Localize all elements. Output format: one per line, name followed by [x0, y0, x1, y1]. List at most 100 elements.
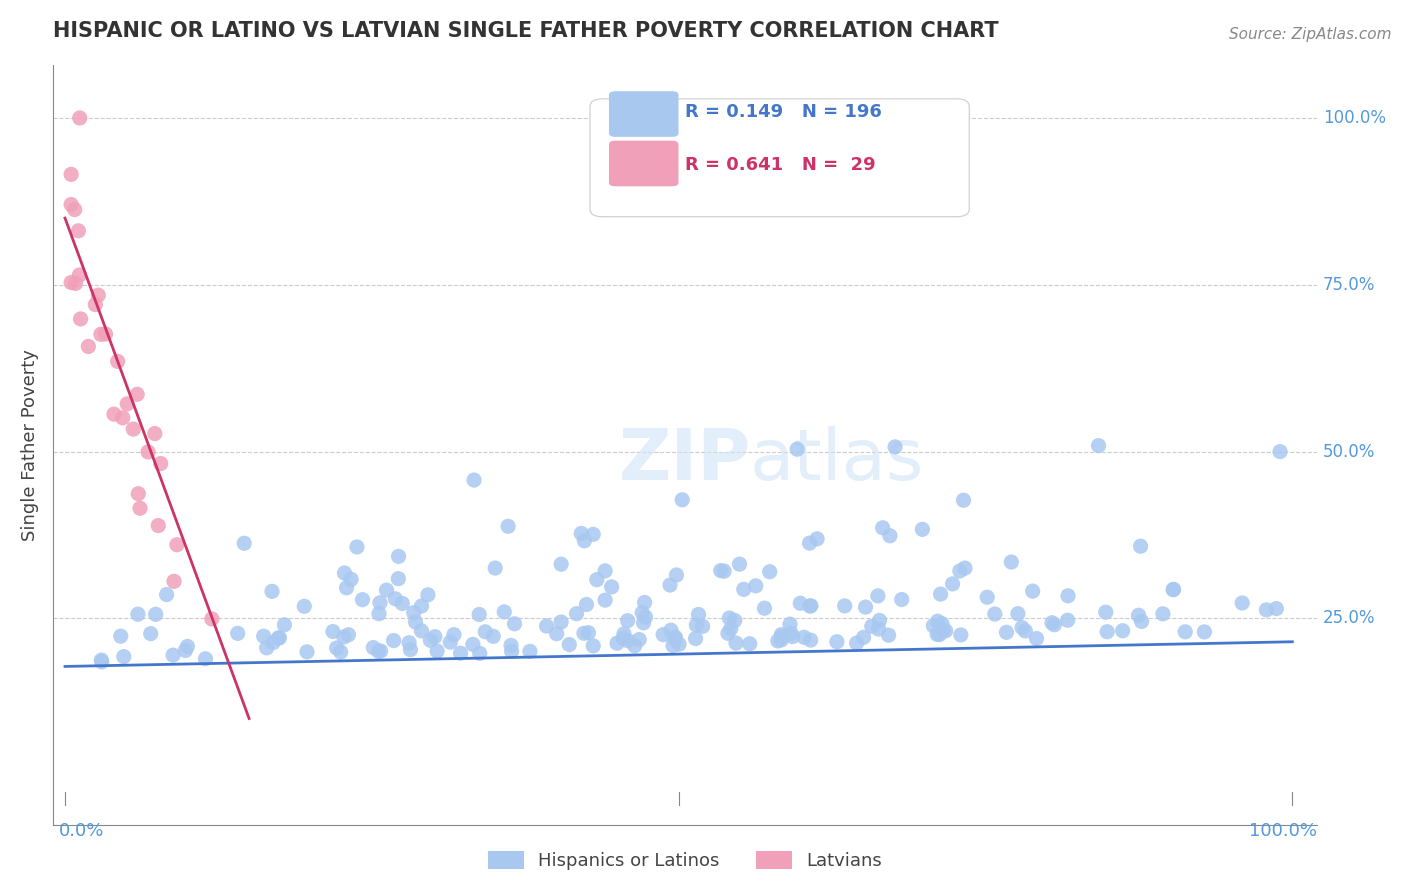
Point: [174, 643, 197, 657]
Point: [194, 652, 217, 666]
Point: [869, 614, 891, 628]
Point: [799, 599, 821, 613]
Point: [612, 632, 634, 646]
Point: [503, 616, 526, 631]
Point: [253, 629, 276, 643]
Point: [786, 442, 808, 457]
Point: [766, 634, 789, 648]
Point: [69, 111, 91, 125]
Point: [1087, 439, 1109, 453]
Point: [346, 540, 368, 554]
FancyBboxPatch shape: [591, 99, 969, 217]
Point: [593, 564, 616, 578]
Point: [461, 637, 484, 651]
Point: [368, 596, 391, 610]
Point: [127, 607, 149, 622]
Point: [952, 493, 974, 508]
Point: [494, 605, 516, 619]
Point: [60, 276, 83, 290]
Point: [984, 607, 1007, 621]
Point: [384, 591, 406, 606]
Point: [825, 634, 848, 648]
Point: [1095, 624, 1118, 639]
Point: [800, 633, 823, 648]
Point: [1174, 624, 1197, 639]
Point: [574, 533, 596, 548]
Point: [872, 521, 894, 535]
Point: [1011, 621, 1033, 635]
Point: [582, 527, 605, 541]
Point: [1111, 624, 1133, 638]
Point: [156, 588, 179, 602]
Point: [426, 644, 449, 658]
Point: [391, 597, 413, 611]
Point: [60, 197, 83, 211]
Point: [758, 565, 780, 579]
Point: [685, 618, 707, 632]
Point: [1152, 607, 1174, 621]
Point: [387, 572, 409, 586]
Point: [367, 644, 389, 658]
Point: [1194, 624, 1216, 639]
Point: [616, 633, 638, 648]
Point: [922, 618, 945, 632]
Point: [1129, 539, 1152, 553]
Point: [668, 637, 690, 651]
Point: [1161, 582, 1184, 597]
Point: [363, 640, 385, 655]
Text: HISPANIC OR LATINO VS LATVIAN SINGLE FATHER POVERTY CORRELATION CHART: HISPANIC OR LATINO VS LATVIAN SINGLE FAT…: [52, 21, 998, 41]
Point: [107, 354, 129, 368]
Point: [90, 653, 112, 667]
Point: [450, 646, 472, 660]
Point: [322, 624, 344, 639]
Point: [724, 614, 747, 628]
Point: [942, 577, 965, 591]
Point: [536, 619, 558, 633]
Point: [834, 599, 856, 613]
Point: [405, 615, 427, 629]
Point: [1230, 596, 1253, 610]
Point: [368, 607, 391, 621]
Point: [139, 626, 162, 640]
Point: [411, 599, 433, 613]
Point: [256, 640, 278, 655]
Point: [572, 626, 595, 640]
Point: [333, 566, 356, 580]
Point: [267, 631, 290, 645]
Point: [127, 387, 149, 401]
Point: [411, 624, 433, 638]
Point: [67, 268, 90, 282]
Point: [496, 519, 519, 533]
Point: [1040, 615, 1063, 630]
FancyBboxPatch shape: [609, 141, 679, 186]
Point: [226, 626, 249, 640]
Text: R = 0.641   N =  29: R = 0.641 N = 29: [685, 156, 876, 174]
Point: [145, 607, 167, 622]
Point: [928, 627, 950, 641]
Point: [443, 628, 465, 642]
Point: [269, 631, 291, 645]
Point: [340, 572, 363, 586]
Point: [720, 622, 742, 636]
Point: [501, 644, 523, 658]
Point: [550, 615, 572, 629]
Point: [600, 580, 623, 594]
Point: [127, 486, 149, 500]
Point: [163, 574, 186, 589]
Text: 0.0%: 0.0%: [59, 822, 104, 840]
Point: [136, 445, 159, 459]
Point: [953, 561, 976, 575]
Point: [1268, 444, 1291, 458]
Point: [463, 473, 485, 487]
Point: [738, 637, 761, 651]
Point: [550, 557, 572, 571]
Point: [112, 649, 135, 664]
Point: [122, 422, 145, 436]
Point: [398, 636, 420, 650]
Point: [628, 632, 651, 647]
Point: [995, 625, 1018, 640]
Point: [1256, 603, 1278, 617]
Point: [382, 633, 405, 648]
Point: [439, 635, 461, 649]
Point: [578, 625, 600, 640]
